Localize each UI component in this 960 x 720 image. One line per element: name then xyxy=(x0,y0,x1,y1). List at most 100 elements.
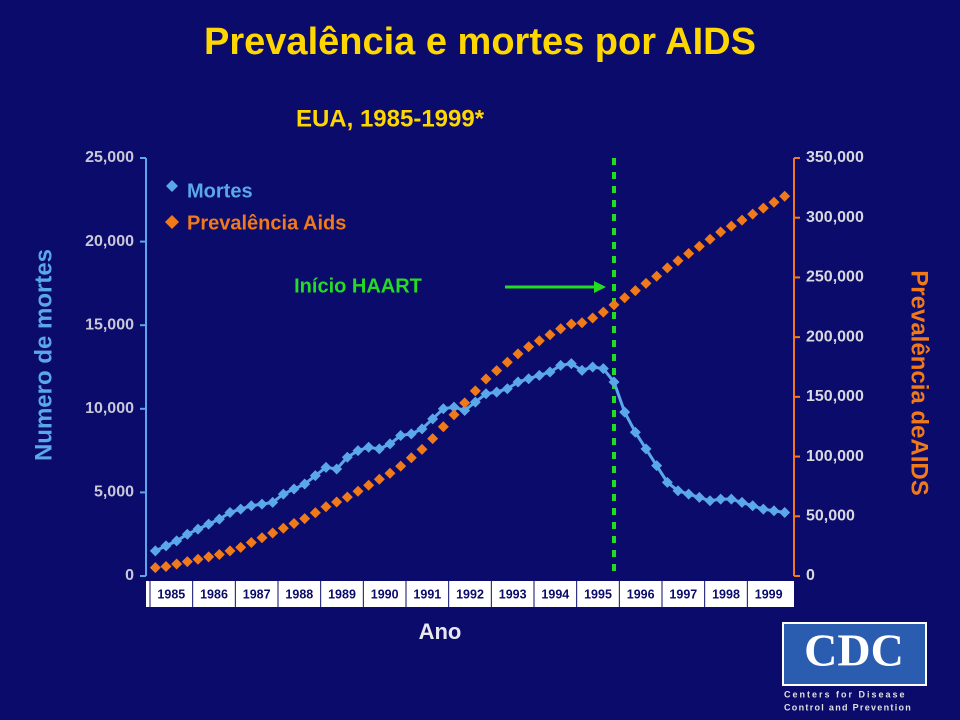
data-point xyxy=(576,317,588,329)
y2-tick-label: 350,000 xyxy=(806,149,864,166)
data-point xyxy=(555,359,567,371)
subtitle: EUA, 1985-1999* xyxy=(296,105,485,132)
data-point xyxy=(715,493,727,505)
data-point xyxy=(331,463,343,475)
y-tick-label: 0 xyxy=(125,567,134,584)
data-point xyxy=(672,255,684,267)
chart-title: Prevalência e mortes por AIDS xyxy=(204,21,756,63)
data-point xyxy=(523,373,535,385)
data-point xyxy=(181,528,193,540)
y2-tick-label: 100,000 xyxy=(806,448,864,465)
data-point xyxy=(576,364,588,376)
data-point xyxy=(277,522,289,534)
data-point xyxy=(736,214,748,226)
data-point xyxy=(267,527,279,539)
data-point xyxy=(213,549,225,561)
y2-tick-label: 0 xyxy=(806,567,815,584)
y2-tick-label: 250,000 xyxy=(806,269,864,286)
data-point xyxy=(587,361,599,373)
data-point xyxy=(629,426,641,438)
data-point xyxy=(501,356,513,368)
y-tick-label: 10,000 xyxy=(85,400,134,417)
data-point xyxy=(747,500,759,512)
data-point xyxy=(416,443,428,455)
data-point xyxy=(672,485,684,497)
data-point xyxy=(224,506,236,518)
x-tick-label: 1988 xyxy=(285,587,313,601)
data-point xyxy=(213,513,225,525)
data-point xyxy=(640,443,652,455)
data-point xyxy=(245,537,257,549)
data-point xyxy=(203,518,215,530)
y2-tick-label: 200,000 xyxy=(806,328,864,345)
data-point xyxy=(512,376,524,388)
data-point xyxy=(704,495,716,507)
data-point xyxy=(629,285,641,297)
data-point xyxy=(363,441,375,453)
data-point xyxy=(320,501,332,513)
x-axis-band xyxy=(146,581,794,607)
data-point xyxy=(736,496,748,508)
data-point xyxy=(235,541,247,553)
y-tick-label: 20,000 xyxy=(85,233,134,250)
x-tick-label: 1997 xyxy=(669,587,697,601)
data-point xyxy=(405,452,417,464)
x-tick-label: 1993 xyxy=(499,587,527,601)
data-point xyxy=(704,233,716,245)
data-point xyxy=(395,430,407,442)
x-tick-label: 1995 xyxy=(584,587,612,601)
data-point xyxy=(640,277,652,289)
data-point xyxy=(192,553,204,565)
x-tick-label: 1996 xyxy=(627,587,655,601)
cdc-logo: CDC Centers for Disease Control and Prev… xyxy=(782,622,927,712)
x-tick-label: 1994 xyxy=(541,587,569,601)
data-point xyxy=(277,488,289,500)
data-point xyxy=(459,404,471,416)
x-tick-label: 1991 xyxy=(413,587,441,601)
data-point xyxy=(384,438,396,450)
data-point xyxy=(427,413,439,425)
data-point xyxy=(373,473,385,485)
data-point xyxy=(661,262,673,274)
x-tick-label: 1999 xyxy=(755,587,783,601)
x-tick-label: 1987 xyxy=(243,587,271,601)
data-point xyxy=(288,483,300,495)
x-axis-label: Ano xyxy=(419,619,462,644)
data-point xyxy=(747,208,759,220)
data-point xyxy=(725,493,737,505)
data-point xyxy=(683,248,695,260)
data-point xyxy=(405,428,417,440)
data-point xyxy=(437,421,449,433)
data-point xyxy=(267,496,279,508)
y-tick-label: 15,000 xyxy=(85,316,134,333)
legend-label: Prevalência Aids xyxy=(187,212,346,234)
data-point xyxy=(512,348,524,360)
data-point xyxy=(779,506,791,518)
data-point xyxy=(619,406,631,418)
data-point xyxy=(608,299,620,311)
data-point xyxy=(160,560,172,572)
data-point xyxy=(181,556,193,568)
data-point xyxy=(171,535,183,547)
data-point xyxy=(715,226,727,238)
data-point xyxy=(683,488,695,500)
data-point xyxy=(533,369,545,381)
y2-tick-label: 300,000 xyxy=(806,209,864,226)
data-point xyxy=(693,491,705,503)
data-point xyxy=(469,396,481,408)
data-point xyxy=(469,385,481,397)
y2-tick-label: 150,000 xyxy=(806,388,864,405)
data-point xyxy=(256,498,268,510)
data-point xyxy=(587,312,599,324)
data-point xyxy=(501,383,513,395)
logo-text: CDC xyxy=(804,625,904,676)
x-tick-label: 1998 xyxy=(712,587,740,601)
y2-axis-label: Prevalência deAIDS xyxy=(906,270,933,495)
data-point xyxy=(352,445,364,457)
data-point xyxy=(597,363,609,375)
data-point xyxy=(533,335,545,347)
data-point xyxy=(309,507,321,519)
data-point xyxy=(203,551,215,563)
